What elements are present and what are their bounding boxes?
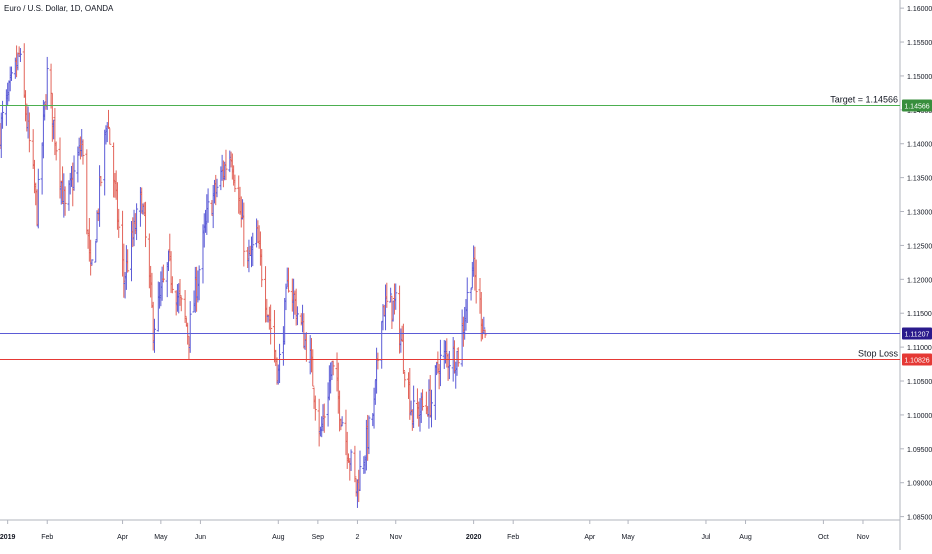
y-tick-label: 1.09500 (907, 447, 932, 454)
y-tick-label: 1.13000 (907, 210, 932, 217)
x-tick-label: Nov (390, 534, 403, 541)
price-tag-label-1: 1.11207 (905, 332, 930, 339)
y-tick-label: 1.11500 (907, 311, 932, 318)
y-tick-label: 1.11000 (907, 345, 932, 352)
x-tick-label: May (154, 534, 168, 541)
x-tick-label: Feb (507, 534, 519, 541)
y-tick-label: 1.15000 (907, 74, 932, 81)
price-tag-label-0: 1.14566 (904, 104, 929, 111)
x-tick-label: Aug (272, 534, 285, 541)
x-tick-label: Apr (584, 534, 596, 541)
x-tick-label: May (621, 534, 635, 541)
x-tick-label: Sep (312, 534, 325, 541)
y-tick-label: 1.09000 (907, 481, 932, 488)
x-tick-label: Apr (117, 534, 129, 541)
y-tick-label: 1.13500 (907, 176, 932, 183)
x-tick-label: Oct (818, 534, 829, 541)
y-tick-label: 1.16000 (907, 6, 932, 13)
y-tick-label: 1.10500 (907, 379, 932, 386)
x-tick-label: Jun (195, 534, 206, 541)
y-tick-label: 1.14000 (907, 142, 932, 149)
x-tick-label: Jul (701, 534, 710, 541)
x-tick-label: Nov (857, 534, 870, 541)
price-tag-1 (902, 327, 932, 340)
x-tick-label: 2 (355, 534, 359, 541)
chart-title: Euro / U.S. Dollar, 1D, OANDA (4, 4, 114, 13)
price-tag-2 (902, 353, 932, 366)
x-tick-label: 2019 (0, 534, 16, 541)
x-tick-label: Aug (739, 534, 752, 541)
y-tick-label: 1.12500 (907, 243, 932, 250)
y-tick-label: 1.15500 (907, 40, 932, 47)
horizontal-line-label-0: Target = 1.14566 (830, 95, 898, 105)
y-tick-label: 1.10000 (907, 413, 932, 420)
horizontal-line-label-2: Stop Loss (858, 349, 899, 359)
x-tick-label: 2020 (466, 534, 482, 541)
price-tag-0 (902, 99, 932, 112)
x-tick-label: Feb (41, 534, 53, 541)
y-tick-label: 1.08500 (907, 515, 932, 522)
price-tag-label-2: 1.10826 (904, 358, 929, 365)
y-tick-label: 1.12000 (907, 277, 932, 284)
